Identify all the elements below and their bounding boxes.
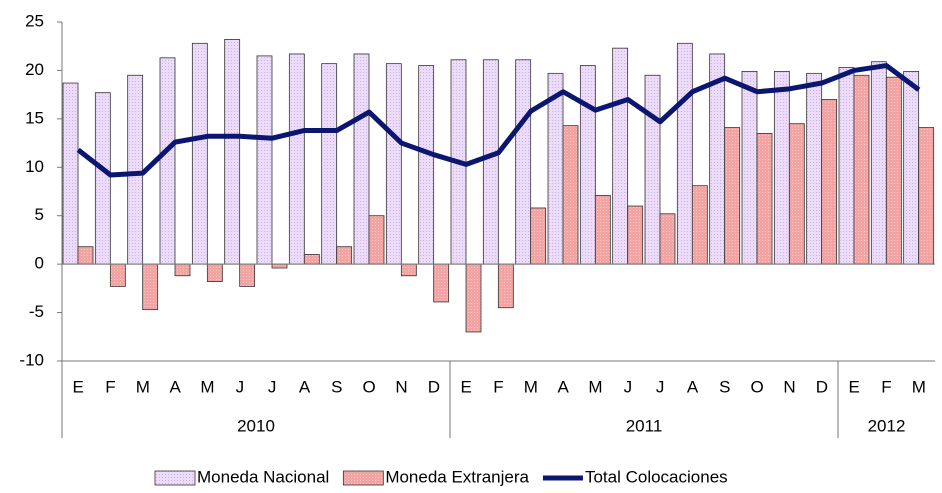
bar (368, 215, 385, 265)
y-tick-label: -10 (19, 350, 44, 369)
x-tick-label: M (136, 377, 150, 396)
bar (109, 263, 126, 287)
bar (400, 263, 417, 277)
bar (191, 42, 208, 265)
bar (515, 59, 532, 265)
bar (127, 74, 144, 265)
group-label: 2011 (626, 416, 663, 435)
bar (691, 185, 708, 265)
bar (612, 47, 629, 265)
x-tick-label: N (395, 377, 407, 396)
bar (159, 57, 176, 265)
bar (288, 53, 305, 265)
bar (627, 205, 644, 265)
x-tick-label: D (428, 377, 440, 396)
y-tick-label: 10 (25, 157, 44, 176)
bar (838, 67, 855, 265)
x-tick-label: M (588, 377, 602, 396)
bar (303, 254, 320, 265)
bar (853, 74, 870, 265)
legend-label: Moneda Nacional (197, 467, 329, 486)
x-tick-label: O (363, 377, 376, 396)
x-tick-label: F (881, 377, 891, 396)
line-series (76, 63, 921, 178)
x-tick-label: F (493, 377, 503, 396)
y-tick-label: 20 (25, 60, 44, 79)
bar (271, 263, 288, 269)
group-label: 2012 (868, 416, 906, 435)
bar (594, 194, 611, 265)
y-tick-label: 25 (25, 11, 44, 30)
x-tick-label: A (299, 377, 311, 396)
bar (62, 82, 79, 265)
bar (239, 263, 256, 287)
x-tick-label: D (816, 377, 828, 396)
bar (465, 263, 482, 333)
x-tick-label: A (687, 377, 699, 396)
bar (321, 63, 338, 265)
x-tick-label: E (460, 377, 471, 396)
bar (562, 125, 579, 265)
legend-label: Total Colocaciones (585, 467, 728, 486)
legend-label: Moneda Extranjera (385, 467, 529, 486)
bar (870, 61, 887, 265)
bar (885, 76, 902, 265)
x-tick-label: J (268, 377, 277, 396)
x-tick-label: A (169, 377, 181, 396)
x-tick-label: M (912, 377, 926, 396)
bar (94, 92, 111, 265)
bar (579, 65, 596, 265)
x-tick-label: M (200, 377, 214, 396)
bar (174, 263, 191, 277)
bar (806, 72, 823, 265)
bar (903, 70, 920, 265)
legend-swatch (342, 470, 384, 486)
bar (773, 70, 790, 265)
x-tick-label: E (848, 377, 859, 396)
x-tick-label: S (331, 377, 342, 396)
bar (336, 246, 353, 265)
y-tick-label: 5 (35, 205, 44, 224)
bar (644, 74, 661, 265)
y-tick-label: 0 (35, 254, 44, 273)
bar (142, 263, 159, 311)
x-tick-label: N (783, 377, 795, 396)
x-tick-label: F (105, 377, 115, 396)
bar (788, 123, 805, 265)
bar (756, 132, 773, 265)
bar (497, 263, 514, 309)
bar (741, 70, 758, 265)
x-tick-label: J (656, 377, 665, 396)
bar (77, 246, 94, 265)
bar (418, 65, 435, 265)
bar (433, 263, 450, 303)
bar (724, 127, 741, 265)
y-tick-label: 15 (25, 108, 44, 127)
legend-swatch (154, 470, 196, 486)
bar (821, 99, 838, 265)
y-tick-label: -5 (29, 302, 44, 321)
bar (530, 207, 547, 265)
x-tick-label: M (524, 377, 538, 396)
bar (224, 39, 241, 265)
bar (918, 127, 935, 265)
group-label: 2010 (237, 416, 275, 435)
bar (256, 55, 273, 265)
x-tick-label: E (72, 377, 83, 396)
bar (206, 263, 223, 282)
x-tick-label: J (236, 377, 245, 396)
bar (659, 213, 676, 265)
bar (676, 42, 693, 265)
bar (385, 63, 402, 265)
x-tick-label: J (624, 377, 633, 396)
x-tick-label: S (719, 377, 730, 396)
bar (482, 59, 499, 265)
x-tick-label: O (751, 377, 764, 396)
bar (353, 53, 370, 265)
x-tick-label: A (557, 377, 569, 396)
